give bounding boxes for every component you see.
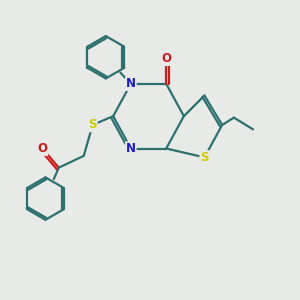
Text: O: O [38,142,47,155]
Text: N: N [126,77,136,90]
Text: S: S [200,151,209,164]
Text: N: N [126,142,136,155]
Text: S: S [88,118,97,131]
Text: O: O [161,52,171,65]
